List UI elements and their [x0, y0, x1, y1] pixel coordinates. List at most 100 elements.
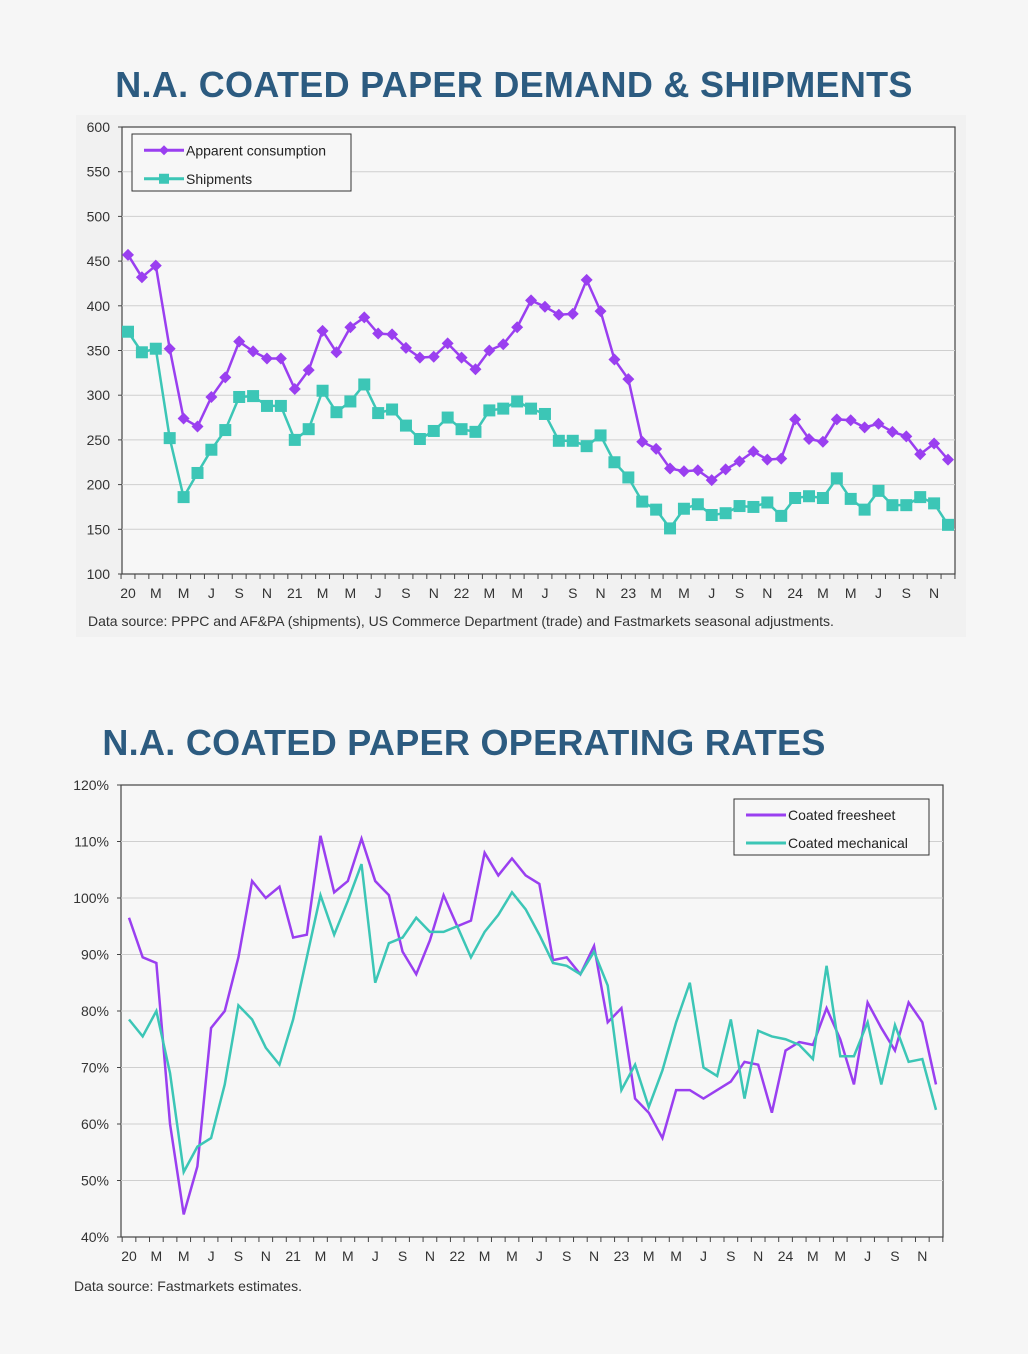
data-point	[274, 399, 287, 412]
data-point	[552, 308, 565, 321]
x-tick-label: J	[208, 585, 215, 601]
data-point	[149, 342, 162, 355]
data-point	[858, 503, 871, 516]
x-tick-label: 23	[614, 1248, 630, 1264]
x-tick-label: M	[834, 1248, 846, 1264]
x-tick-label: N	[589, 1248, 599, 1264]
data-point	[122, 248, 134, 261]
x-tick-label: M	[342, 1248, 354, 1264]
y-tick-label: 200	[87, 477, 111, 493]
data-point	[858, 421, 871, 434]
x-tick-label: J	[864, 1248, 871, 1264]
y-tick-label: 550	[87, 164, 111, 180]
data-point	[413, 351, 426, 364]
x-tick-label: 23	[621, 585, 637, 601]
data-point	[747, 445, 760, 458]
y-tick-label: 150	[87, 521, 111, 537]
x-tick-label: 24	[787, 585, 803, 601]
data-point	[135, 271, 148, 284]
data-point	[538, 300, 551, 313]
legend-label: Coated freesheet	[788, 807, 896, 823]
data-point	[789, 492, 802, 505]
data-point	[761, 453, 774, 466]
data-point	[469, 425, 482, 438]
data-point	[552, 434, 565, 447]
series-line-1	[128, 863, 938, 1176]
x-tick-label: M	[807, 1248, 819, 1264]
data-point	[233, 390, 246, 403]
data-point	[344, 321, 357, 334]
data-point	[497, 402, 510, 415]
data-point	[636, 435, 649, 448]
data-point	[594, 429, 607, 442]
data-point	[525, 402, 538, 415]
data-point	[775, 509, 788, 522]
data-point	[386, 403, 399, 416]
x-tick-label: N	[429, 585, 439, 601]
data-point	[483, 404, 496, 417]
data-point	[330, 346, 343, 359]
data-point	[622, 471, 635, 484]
data-point	[872, 484, 885, 497]
data-point	[719, 463, 732, 476]
x-tick-label: S	[726, 1248, 735, 1264]
data-point	[247, 345, 260, 358]
data-point	[608, 353, 621, 366]
data-point	[330, 406, 343, 419]
data-point	[260, 352, 273, 365]
data-point	[191, 466, 204, 479]
y-tick-label: 60%	[81, 1116, 109, 1132]
x-tick-label: M	[678, 585, 690, 601]
series-line-0	[127, 834, 938, 1215]
data-point	[566, 307, 579, 320]
y-tick-label: 110%	[74, 834, 109, 850]
x-tick-label: S	[235, 585, 244, 601]
x-tick-label: M	[845, 585, 857, 601]
data-point	[205, 390, 218, 403]
x-tick-label: M	[484, 585, 496, 601]
x-tick-label: S	[902, 585, 911, 601]
data-point	[288, 382, 301, 395]
data-point	[816, 492, 829, 505]
x-tick-label: M	[817, 585, 829, 601]
data-point	[761, 496, 774, 509]
x-tick-label: N	[261, 1248, 271, 1264]
data-point	[733, 455, 746, 468]
x-tick-label: 20	[121, 1248, 137, 1264]
data-point	[219, 424, 232, 437]
chart1-title: N.A. COATED PAPER DEMAND & SHIPMENTS	[115, 64, 913, 105]
data-point	[191, 420, 204, 433]
x-tick-label: J	[708, 585, 715, 601]
data-point	[942, 453, 954, 466]
data-point	[928, 437, 941, 450]
legend	[733, 798, 930, 856]
data-point	[122, 325, 134, 338]
y-tick-label: 100%	[73, 890, 109, 906]
legend-marker	[159, 173, 169, 184]
x-tick-label: S	[562, 1248, 571, 1264]
data-point	[705, 508, 718, 521]
x-tick-label: J	[541, 585, 548, 601]
data-point	[900, 430, 913, 443]
y-tick-label: 500	[87, 208, 111, 224]
x-tick-label: M	[178, 585, 190, 601]
x-tick-label: J	[375, 585, 382, 601]
x-tick-label: N	[929, 585, 939, 601]
y-tick-label: 100	[87, 566, 111, 582]
x-tick-label: M	[150, 585, 162, 601]
data-point	[691, 498, 704, 511]
data-point	[928, 497, 941, 510]
data-point	[274, 352, 287, 365]
data-point	[427, 424, 440, 437]
y-tick-label: 40%	[81, 1229, 109, 1245]
x-tick-label: N	[762, 585, 772, 601]
x-tick-label: S	[890, 1248, 899, 1264]
x-tick-label: 20	[120, 585, 136, 601]
data-point	[288, 433, 301, 446]
data-point	[664, 462, 677, 475]
y-tick-label: 400	[87, 298, 111, 314]
data-point	[149, 259, 162, 272]
data-point	[205, 443, 218, 456]
data-point	[372, 407, 385, 420]
